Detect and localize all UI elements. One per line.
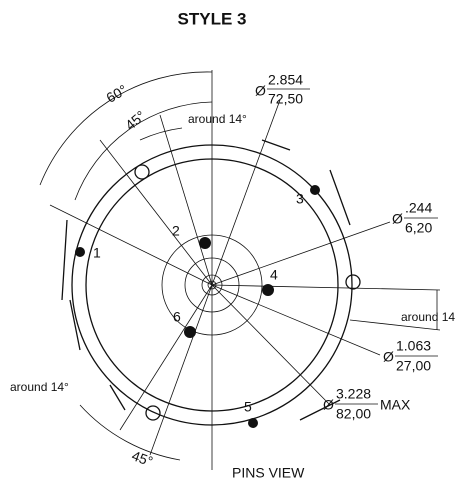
dimension: Ø 3.228 82,00 MAX [323,386,411,422]
diameter-inch: .244 [405,200,432,216]
dimension: Ø .244 6,20 [392,200,438,236]
angle-label: around 14° [188,112,247,126]
diameter-mm: 82,00 [336,406,371,422]
dimension: Ø 2.854 72,50 [255,72,310,107]
diameter-inch: 2.854 [268,72,303,88]
title: STYLE 3 [178,9,247,28]
diameter-symbol: Ø [323,397,334,413]
pin-label: 5 [244,399,252,415]
diameter-mm: 6,20 [405,220,432,236]
diameter-symbol: Ø [392,211,403,227]
pin-label: 4 [270,267,278,283]
diameter-symbol: Ø [255,83,266,99]
drawing: STYLE 3 60° 45° around 14° around 14 aro… [0,0,473,485]
angle-label: around 14 [401,310,455,324]
pin-label: 6 [173,309,181,325]
diameter-symbol: Ø [383,349,394,365]
angle-label: around 14° [10,380,69,394]
angle-label: 45° [122,107,149,133]
diameter-mm: 27,00 [396,358,431,374]
pin-label: 3 [296,191,304,207]
diameter-inch: 1.063 [396,338,431,354]
diameter-suffix: MAX [380,397,411,413]
pin-label: 1 [93,245,101,261]
footer: PINS VIEW [232,465,305,481]
diameter-mm: 72,50 [268,91,303,107]
pin-label: 2 [172,223,180,239]
dimension: Ø 1.063 27,00 [383,338,438,374]
diameter-inch: 3.228 [336,386,371,402]
